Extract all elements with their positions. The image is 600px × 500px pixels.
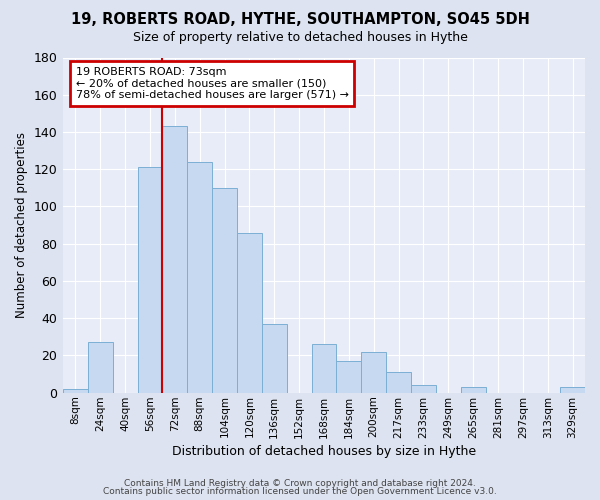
Text: 19 ROBERTS ROAD: 73sqm
← 20% of detached houses are smaller (150)
78% of semi-de: 19 ROBERTS ROAD: 73sqm ← 20% of detached… (76, 67, 349, 100)
Bar (311, 344, 337, 393)
Bar (461, 387, 485, 392)
Bar (386, 372, 411, 392)
Bar (63, 389, 88, 392)
Bar (560, 387, 585, 392)
Bar (88, 342, 113, 392)
Bar (361, 352, 386, 393)
Bar (237, 232, 262, 392)
Bar (163, 126, 187, 392)
Text: Contains HM Land Registry data © Crown copyright and database right 2024.: Contains HM Land Registry data © Crown c… (124, 478, 476, 488)
Y-axis label: Number of detached properties: Number of detached properties (15, 132, 28, 318)
Bar (262, 324, 287, 392)
Text: 19, ROBERTS ROAD, HYTHE, SOUTHAMPTON, SO45 5DH: 19, ROBERTS ROAD, HYTHE, SOUTHAMPTON, SO… (71, 12, 529, 28)
Bar (411, 385, 436, 392)
Bar (137, 168, 163, 392)
Bar (337, 361, 361, 392)
Bar (212, 188, 237, 392)
Text: Contains public sector information licensed under the Open Government Licence v3: Contains public sector information licen… (103, 487, 497, 496)
Bar (187, 162, 212, 392)
X-axis label: Distribution of detached houses by size in Hythe: Distribution of detached houses by size … (172, 444, 476, 458)
Text: Size of property relative to detached houses in Hythe: Size of property relative to detached ho… (133, 31, 467, 44)
